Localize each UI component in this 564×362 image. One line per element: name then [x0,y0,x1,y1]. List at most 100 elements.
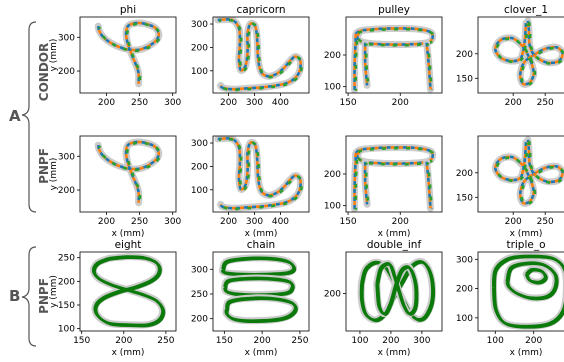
chart-panel-pnpf-phi: 200 250 300 200 300 x (mm) y (mm) [49,135,182,239]
panel-frame [212,16,310,94]
trajectory-line-green [98,22,162,85]
x-tick-label: 250 [131,98,148,108]
x-tick-label: 100 [351,336,368,346]
trajectory-line-orange [425,42,432,90]
panel-frame [477,135,564,213]
panel-frame [477,16,564,94]
y-tick-label: 150 [456,74,473,84]
trajectory-line-blue [363,42,369,86]
x-tick-label: 200 [220,217,237,227]
chart-panel-clover_1: clover_1 200 250 150 200 [456,4,564,108]
x-tick-label: 300 [246,98,263,108]
trajectory-line-green [364,162,370,206]
x-tick-label: 200 [505,217,522,227]
y-tick-label: 200 [58,277,75,287]
trajectory-line-orange [425,161,432,209]
x-tick-label: 300 [164,98,181,108]
trajectory-group [491,17,564,88]
y-tick-label: 250 [58,254,75,264]
trajectory-line-blue [217,18,302,91]
panel-title: phi [120,4,136,16]
trajectory-line-repeat [493,256,564,329]
panel-frame [345,251,443,332]
y-tick-label: 200 [58,67,75,77]
trajectory-line-repeat [93,256,166,328]
trajectory-group [351,24,437,93]
y-tick-label: 300 [191,139,208,149]
y-tick-label: 100 [324,202,341,212]
trajectory-line-blue [217,137,302,210]
panel-title: triple_o [506,239,545,251]
x-tick-label: 300 [413,336,430,346]
x-tick-label: 250 [537,98,554,108]
section-a-label: A [9,107,21,125]
x-axis-label: x (mm) [378,348,411,358]
trajectory-group [214,136,305,212]
y-tick-label: 300 [58,152,75,162]
y-axis-label: y (mm) [49,158,59,191]
x-axis-label: x (mm) [245,229,278,239]
panel-title: double_inf [367,239,422,251]
y-tick-label: 100 [324,83,341,93]
chart-panel-chain: chain 150 200 250 200 250 300 x (mm) [191,239,310,358]
y-tick-label: 300 [58,33,75,43]
chart-panel-capricorn: capricorn 200 300 400 100 200 300 [191,4,310,108]
trajectory-line [221,256,295,276]
y-tick-label: 300 [456,255,473,265]
y-tick-label: 200 [324,170,341,180]
trajectory-group [357,257,436,324]
y-tick-label: 100 [191,186,208,196]
x-tick-label: 200 [220,98,237,108]
y-tick-label: 100 [58,325,75,335]
trajectory-line-blue [425,161,432,209]
y-axis-label: y (mm) [49,39,59,72]
y-tick-label: 200 [324,289,341,299]
panel-title: eight [115,239,142,251]
row-label-pnpf-b: PNPF [37,278,51,314]
x-tick-label: 200 [525,336,542,346]
x-tick-label: 200 [392,217,409,227]
y-tick-label: 300 [191,265,208,275]
x-tick-label: 250 [537,217,554,227]
panel-frame [79,16,177,94]
x-tick-label: 100 [487,336,504,346]
panel-frame [212,251,310,332]
x-tick-label: 200 [505,98,522,108]
y-tick-label: 200 [456,169,473,179]
y-tick-label: 200 [324,51,341,61]
chart-panel-pnpf-capricorn: 200 300 400 100 200 300 x (mm) [191,135,310,239]
x-tick-label: 250 [131,217,148,227]
x-axis-label: x (mm) [510,229,543,239]
demonstration-line [214,17,305,93]
y-tick-label: 300 [191,20,208,30]
y-tick-label: 200 [58,186,75,196]
y-tick-label: 100 [191,67,208,77]
panel-frame [79,251,177,332]
trajectory-line-green [364,43,370,87]
y-tick-label: 200 [191,315,208,325]
y-axis-label: y (mm) [49,275,59,308]
trajectory-line-repeat [226,297,298,324]
y-tick-label: 150 [456,193,473,203]
x-tick-label: 150 [339,98,356,108]
x-axis-label: x (mm) [112,348,145,358]
demonstration-line [214,136,305,212]
trajectory-line-repeat [526,269,548,285]
y-tick-label: 200 [191,43,208,53]
trajectory-line-repeat [507,262,559,301]
chart-panel-pnpf-clover: 200 250 150 200 x (mm) [456,135,564,239]
panel-frame [79,135,177,213]
y-tick-label: 200 [191,162,208,172]
chart-panel-pulley: pulley 150 200 100 200 [324,4,443,108]
chart-panel-triple_o: triple_o100200300100200300x (mm) [456,239,564,358]
trajectory-line-green [354,146,436,210]
trajectory-group [94,19,163,88]
trajectory-group [218,254,299,325]
trajectory-line-green [98,141,162,204]
x-tick-label: 150 [73,336,90,346]
trajectory-line-repeat [377,263,419,316]
y-tick-label: 250 [191,290,208,300]
